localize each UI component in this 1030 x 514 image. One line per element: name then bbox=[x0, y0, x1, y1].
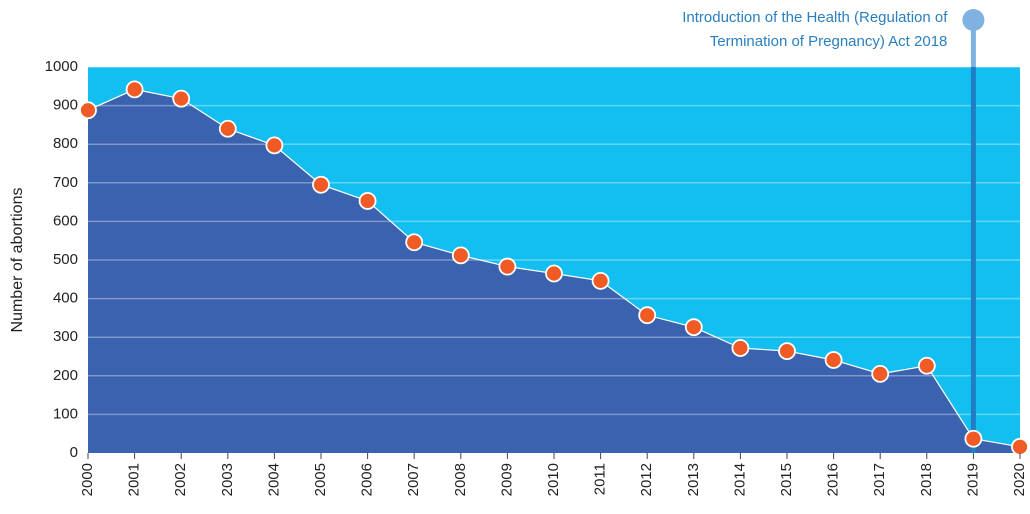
point bbox=[964, 429, 983, 448]
area bbox=[88, 89, 1020, 453]
point bbox=[265, 136, 284, 155]
point bbox=[684, 318, 703, 337]
x-tick-label: 2016 bbox=[825, 463, 842, 496]
x-tick-label: 2008 bbox=[452, 463, 469, 496]
y-tick-label: 400 bbox=[53, 290, 78, 307]
x-tick-label: 2000 bbox=[79, 463, 96, 496]
y-axis-label: Number of abortions bbox=[9, 188, 26, 333]
y-tick-label: 900 bbox=[53, 97, 78, 114]
point bbox=[358, 192, 377, 210]
x-tick-label: 2002 bbox=[172, 463, 189, 496]
point bbox=[125, 80, 144, 99]
annotation-marker bbox=[962, 9, 985, 31]
x-tick-label: 2004 bbox=[265, 463, 282, 496]
y-tick-label: 1000 bbox=[45, 58, 78, 75]
y-tick-label: 200 bbox=[53, 367, 78, 384]
point bbox=[917, 356, 936, 375]
point bbox=[1011, 437, 1029, 456]
x-tick-label: 2007 bbox=[405, 463, 422, 496]
point bbox=[824, 351, 843, 369]
annotation-text: Termination of Pregnancy) Act 2018 bbox=[710, 33, 948, 50]
point bbox=[778, 342, 796, 360]
point bbox=[591, 271, 610, 290]
y-tick-label: 700 bbox=[53, 174, 78, 191]
x-tick-label: 2005 bbox=[312, 463, 329, 496]
y-tick-label: 600 bbox=[53, 212, 78, 229]
point bbox=[638, 306, 657, 325]
point bbox=[218, 119, 237, 138]
x-tick-label: 2009 bbox=[498, 463, 515, 496]
point bbox=[498, 257, 517, 276]
annotation-text: Introduction of the Health (Regulation o… bbox=[682, 9, 948, 26]
point bbox=[871, 364, 890, 383]
point bbox=[731, 339, 750, 357]
x-tick-label: 2019 bbox=[964, 463, 981, 496]
x-tick-label: 2014 bbox=[731, 463, 748, 496]
point bbox=[451, 246, 470, 265]
y-tick-label: 100 bbox=[53, 405, 78, 422]
x-tick-label: 2012 bbox=[638, 463, 655, 496]
y-tick-label: 0 bbox=[70, 444, 78, 461]
y-tick-label: 800 bbox=[53, 135, 78, 152]
x-tick-label: 2006 bbox=[359, 463, 376, 496]
point bbox=[545, 264, 563, 283]
x-tick-label: 2018 bbox=[918, 463, 935, 496]
x-tick-label: 2001 bbox=[126, 463, 143, 496]
x-tick-label: 2020 bbox=[1011, 463, 1028, 496]
y-tick-label: 300 bbox=[53, 328, 78, 345]
x-tick-label: 2010 bbox=[545, 463, 562, 496]
x-tick-label: 2017 bbox=[871, 463, 888, 496]
point bbox=[405, 233, 424, 252]
point bbox=[172, 89, 191, 108]
x-tick-label: 2015 bbox=[778, 463, 795, 496]
x-tick-label: 2013 bbox=[685, 463, 702, 496]
x-tick-label: 2003 bbox=[219, 463, 236, 496]
point bbox=[79, 101, 97, 120]
point bbox=[312, 175, 330, 194]
y-tick-label: 500 bbox=[53, 251, 78, 268]
x-tick-label: 2011 bbox=[592, 463, 609, 495]
